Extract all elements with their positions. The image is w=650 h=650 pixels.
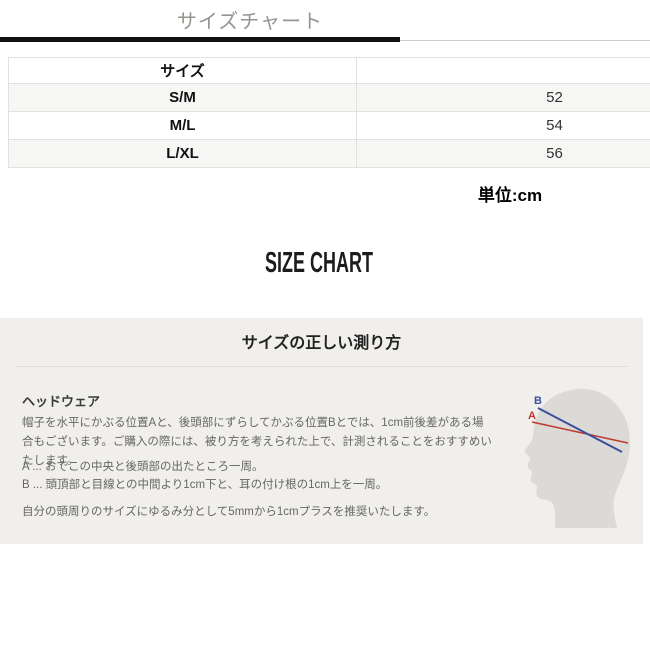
table-row: M/L 54 bbox=[8, 111, 650, 140]
guide-subheading: ヘッドウェア bbox=[22, 394, 101, 409]
table-header-row: サイズ 頭回り (CM) bbox=[8, 57, 650, 84]
table-row: S/M 52 bbox=[8, 83, 650, 112]
column-header-head-circumference: 頭回り (CM) bbox=[356, 57, 650, 84]
measurement-line-a bbox=[531, 421, 629, 444]
head-measurement-diagram: B A bbox=[524, 388, 631, 528]
measurement-line-b bbox=[537, 407, 623, 453]
guide-paragraph-2: 自分の頭周りのサイズにゆるみ分として5mmから1cmプラスを推奨いたします。 bbox=[22, 506, 436, 518]
guide-point-a: A ... おでこの中央と後頭部の出たところ一周。 bbox=[22, 461, 264, 473]
size-cell: L/XL bbox=[8, 139, 357, 168]
label-b: B bbox=[534, 395, 542, 407]
size-cell: S/M bbox=[8, 83, 357, 112]
circumference-cell: 52 bbox=[356, 83, 650, 112]
unit-note: 単位:cm bbox=[477, 186, 543, 205]
size-chart-heading: SIZE CHART bbox=[265, 247, 373, 279]
page-title: サイズチャート bbox=[176, 11, 324, 33]
title-underline-bar bbox=[0, 37, 400, 42]
table-row: L/XL 56 bbox=[8, 139, 650, 168]
size-cell: M/L bbox=[8, 111, 357, 140]
column-header-size: サイズ bbox=[8, 57, 357, 84]
circumference-cell: 54 bbox=[356, 111, 650, 140]
head-silhouette bbox=[524, 388, 631, 528]
label-a: A bbox=[528, 410, 536, 422]
size-table: サイズ 頭回り (CM) S/M 52 M/L 54 L/XL 56 bbox=[8, 57, 650, 169]
guide-heading: サイズの正しい測り方 bbox=[241, 335, 402, 352]
guide-paragraph-1: 帽子を水平にかぶる位置Aと、後頭部にずらしてかぶる位置Bとでは、1cm前後差があ… bbox=[22, 417, 492, 467]
circumference-cell: 56 bbox=[356, 139, 650, 168]
guide-point-b: B ... 頭頂部と目線との中間より1cm下と、耳の付け根の1cm上を一周。 bbox=[22, 479, 388, 491]
measuring-guide-panel: サイズの正しい測り方 ヘッドウェア 帽子を水平にかぶる位置Aと、後頭部にずらして… bbox=[0, 318, 643, 544]
guide-heading-divider bbox=[15, 366, 627, 367]
